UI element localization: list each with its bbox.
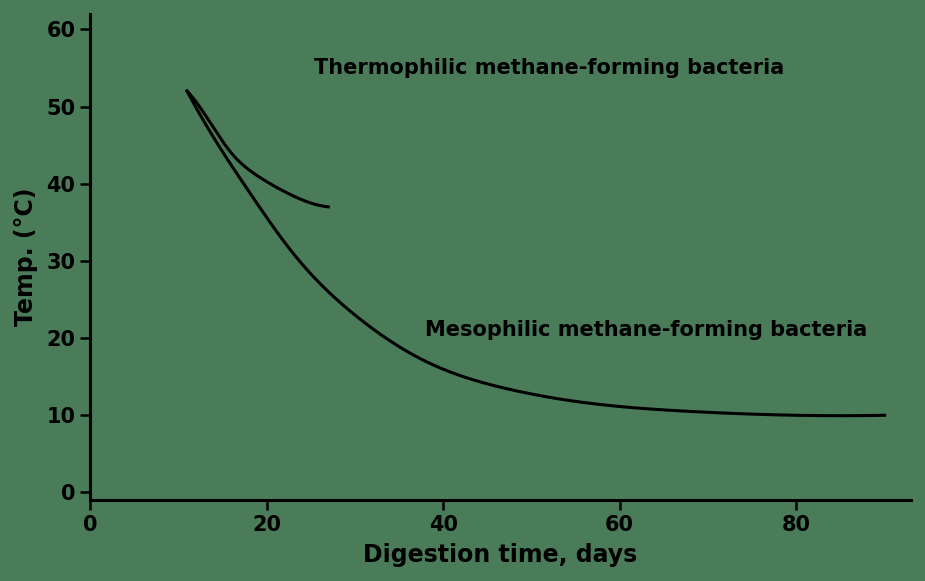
Text: Mesophilic methane-forming bacteria: Mesophilic methane-forming bacteria xyxy=(426,320,868,340)
Text: Thermophilic methane-forming bacteria: Thermophilic methane-forming bacteria xyxy=(314,58,784,78)
Y-axis label: Temp. (°C): Temp. (°C) xyxy=(14,188,38,327)
X-axis label: Digestion time, days: Digestion time, days xyxy=(364,543,637,567)
